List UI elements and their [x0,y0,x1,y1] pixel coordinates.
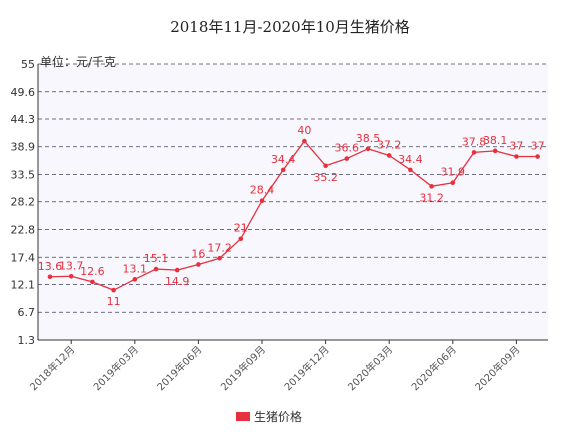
data-label: 31.9 [441,166,466,179]
y-tick-label: 55 [21,58,35,71]
data-label: 35.2 [313,171,338,184]
data-label: 37.8 [462,135,487,148]
data-point [323,163,328,169]
data-label: 13.6 [38,260,63,273]
y-tick-label: 38.9 [11,141,36,154]
gridlines [38,63,548,313]
data-label: 16 [191,247,205,260]
data-point [90,279,95,285]
data-point [259,198,265,204]
data-point [132,277,138,282]
data-point [535,154,540,159]
data-label: 37.2 [377,138,402,151]
data-point [196,262,201,267]
data-point [47,274,53,280]
y-tick-label: 28.2 [11,196,36,209]
data-label: 11 [107,295,121,308]
x-tick-label: 2020年09月 [472,343,522,393]
data-label: 15.1 [144,252,169,265]
data-point [111,287,116,293]
data-point [344,156,350,161]
data-point [153,266,159,272]
unit-label: 单位：元/千克 [40,54,116,69]
data-label: 37 [509,140,523,153]
x-tick-label: 2019年09月 [218,343,268,393]
y-tick-label: 22.8 [11,223,36,236]
x-tick-label: 2018年12月 [27,343,77,393]
axes [37,64,548,341]
x-tick-label: 2019年12月 [281,343,331,393]
data-point [514,154,519,159]
y-tick-label: 12.1 [11,278,36,291]
x-tick-label: 2019年03月 [91,343,141,393]
x-axis-ticks: 2018年12月 2019年03月 2019年06月 2019年09月 2019年12月… [27,340,523,393]
data-labels: 13.613.712.6 11 13.115.1 14.9 16 17.221 28.4 34… [38,124,545,308]
data-label: 36.6 [335,142,360,155]
data-point [365,146,371,152]
data-label: 34.4 [398,153,423,166]
data-points [47,138,540,293]
y-tick-label: 49.6 [11,86,36,99]
legend-swatch [236,412,250,421]
data-point [280,167,286,173]
y-tick-label: 17.4 [11,251,36,264]
data-point [238,236,244,242]
data-label: 14.9 [165,275,190,288]
data-label: 12.6 [80,265,105,278]
data-label: 40 [297,124,311,137]
data-label: 21 [234,222,248,235]
data-point [217,255,222,261]
data-point [450,180,456,186]
y-tick-label: 33.5 [11,169,36,182]
data-label: 38.5 [356,132,381,145]
chart-title: 2018年11月-2020年10月生猪价格 [170,18,410,36]
data-label: 37 [531,140,545,153]
x-tick-label: 2020年03月 [345,343,395,393]
data-label: 13.1 [123,262,148,275]
legend: 生猪价格 [236,409,302,424]
data-label: 17.2 [207,241,232,254]
y-tick-label: 44.3 [11,113,36,126]
y-axis-ticks: 55 49.6 44.3 38.9 33.5 28.2 22.8 17.4 12.1 6.7 1.3 [11,58,36,347]
data-label: 13.7 [59,259,84,272]
data-label: 34.4 [271,153,296,166]
data-point [386,153,392,158]
data-point [471,150,477,155]
data-label: 38.1 [483,134,508,147]
data-label: 28.4 [250,184,275,197]
y-tick-label: 1.3 [18,334,36,347]
data-point [492,148,498,154]
y-tick-label: 6.7 [18,306,36,319]
x-tick-label: 2020年06月 [409,343,459,393]
data-point [408,167,413,173]
x-tick-label: 2019年06月 [154,343,204,393]
legend-label: 生猪价格 [254,409,302,424]
data-point [174,267,180,273]
data-point [302,138,307,144]
data-point [68,273,74,279]
series-line-pork-price [49,140,538,291]
data-point [429,184,434,189]
data-label: 31.2 [419,191,444,204]
